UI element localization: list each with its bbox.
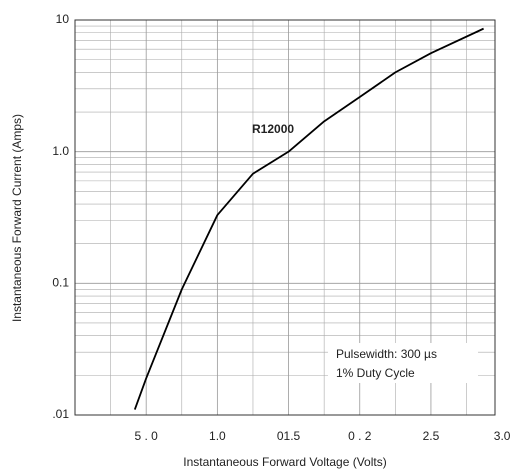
y-axis-label: Instantaneous Forward Current (Amps) (10, 114, 24, 322)
y-tick-label: 10 (56, 12, 70, 26)
series-line (133, 27, 484, 410)
plot-frame (74, 19, 496, 416)
y-tick-label: .01 (52, 407, 69, 421)
annotation-box (328, 343, 478, 383)
x-axis-label: Instantaneous Forward Voltage (Volts) (183, 455, 386, 469)
x-tick-label: 01.5 (277, 429, 301, 443)
y-tick-label: 0.1 (52, 276, 69, 290)
x-tick-label: 0 . 2 (348, 429, 372, 443)
annotation: 1% Duty Cycle (336, 366, 415, 380)
series-label: R12000 (252, 122, 294, 136)
x-tick-label: 3.0 (494, 429, 511, 443)
x-tick-label: 1.0 (209, 429, 226, 443)
x-tick-label: 5 . 0 (135, 429, 159, 443)
x-tick-label: 2.5 (423, 429, 440, 443)
y-tick-label: 1.0 (52, 144, 69, 158)
annotation: Pulsewidth: 300 µs (336, 347, 437, 361)
